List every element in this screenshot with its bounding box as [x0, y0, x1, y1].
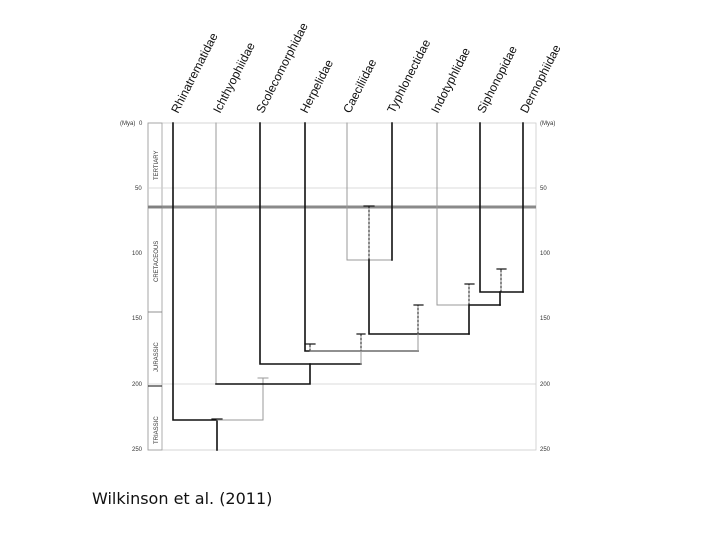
branch-caeciliid-typhlonectid-stem [368, 259, 470, 335]
left-tick-0: 0 [139, 121, 143, 127]
left-tick-150: 150 [132, 316, 143, 322]
taxon-label-siphonopidae: Siphonopidae [474, 43, 520, 115]
branch-herpelidae [304, 122, 419, 352]
right-tick-200: 200 [540, 382, 551, 388]
branch-root-to-teresomata [216, 383, 264, 421]
left-tick-50: 50 [135, 186, 142, 192]
left-tick-250: 250 [132, 447, 143, 453]
left-axis-unit: (Mya) [120, 121, 135, 127]
phylogenetic-tree [172, 122, 524, 451]
period-label-triassic: TRIASSIC [154, 416, 160, 444]
period-label-jurassic: JURASSIC [154, 342, 160, 372]
right-tick-50: 50 [540, 186, 547, 192]
taxon-label-caeciliidae: Caeciliidae [340, 56, 379, 115]
branch-siphonopid-dermophiid-stem [468, 304, 501, 335]
taxon-label-dermophiidae: Dermophiidae [517, 42, 564, 115]
right-axis-unit: (Mya) [540, 121, 555, 127]
left-tick-100: 100 [132, 251, 143, 257]
branch-ichthyophiidae [215, 122, 264, 385]
branch-siphonopidae [479, 122, 524, 293]
branch-scolecomorphidae [259, 122, 362, 365]
taxon-label-herpelidae: Herpelidae [297, 57, 336, 115]
period-bar [147, 122, 163, 451]
period-label-cretaceous: CRETACEOUS [154, 241, 160, 282]
branch-ichthyophiid-node [215, 363, 311, 385]
right-tick-250: 250 [540, 447, 551, 453]
right-tick-100: 100 [540, 251, 551, 257]
error-bar-ichthyophiidae-node [257, 377, 269, 385]
right-tick-150: 150 [540, 316, 551, 322]
taxon-label-indotyphlidae: Indotyphlidae [428, 45, 473, 115]
branch-indotyphlidae [436, 122, 501, 306]
taxon-label-typhlonectidae: Typhlonectidae [384, 37, 433, 116]
taxon-label-ichthyophiidae: Ichthyophiidae [210, 40, 258, 116]
plot-frame [147, 122, 537, 451]
left-tick-200: 200 [132, 382, 143, 388]
figure-caption: Wilkinson et al. (2011) [92, 489, 273, 508]
period-label-tertiary: TERTIARY [154, 151, 160, 180]
branch-rhinatrematidae [172, 122, 218, 421]
branch-caeciliidae [346, 122, 393, 261]
